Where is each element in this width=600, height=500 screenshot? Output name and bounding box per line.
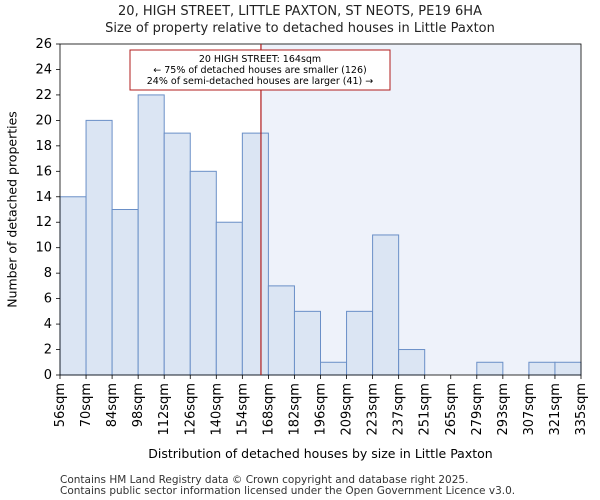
histogram-bar (59, 196, 87, 376)
annotation-line3: 24% of semi-detached houses are larger (… (147, 76, 374, 87)
chart-title: 20, HIGH STREET, LITTLE PAXTON, ST NEOTS… (118, 4, 482, 19)
y-tick-label: 10 (35, 241, 52, 256)
y-tick-label: 18 (35, 139, 52, 154)
histogram-bar (241, 132, 269, 376)
histogram-bar (346, 310, 374, 376)
histogram-bar (137, 94, 165, 376)
y-tick-label: 6 (44, 292, 52, 307)
y-tick-label: 22 (35, 88, 52, 103)
y-tick-label: 24 (35, 62, 52, 77)
x-tick-label: 307sqm (522, 383, 537, 436)
histogram-bar (267, 285, 295, 376)
y-tick-label: 12 (35, 215, 52, 230)
x-tick-label: 84sqm (105, 383, 120, 427)
y-tick-label: 16 (35, 164, 52, 179)
x-tick-label: 182sqm (287, 383, 302, 436)
histogram-bar (528, 361, 556, 376)
histogram-bar (163, 132, 191, 376)
histogram-bar (111, 209, 139, 376)
histogram-bar (398, 349, 426, 376)
x-tick-label: 223sqm (366, 383, 381, 436)
x-tick-label: 237sqm (392, 383, 407, 436)
x-tick-label: 98sqm (131, 383, 146, 427)
histogram-bar (372, 234, 400, 376)
chart-subtitle: Size of property relative to detached ho… (105, 21, 495, 36)
y-tick-label: 20 (35, 113, 52, 128)
histogram-bar (85, 119, 113, 376)
histogram-bar (320, 361, 348, 376)
histogram-bar (476, 361, 504, 376)
y-tick-label: 26 (35, 37, 52, 52)
x-tick-label: 196sqm (314, 383, 329, 436)
footer-licence: Contains public sector information licen… (60, 485, 516, 497)
x-tick-label: 140sqm (209, 383, 224, 436)
y-tick-label: 8 (44, 266, 52, 281)
annotation-line2: ← 75% of detached houses are smaller (12… (153, 65, 366, 76)
x-tick-label: 112sqm (157, 383, 172, 436)
x-tick-label: 251sqm (418, 383, 433, 436)
y-tick-label: 2 (44, 343, 52, 358)
x-tick-label: 209sqm (340, 383, 355, 436)
x-tick-label: 154sqm (235, 383, 250, 436)
y-tick-label: 14 (35, 190, 52, 205)
annotation-line1: 20 HIGH STREET: 164sqm (199, 54, 321, 65)
x-tick-label: 168sqm (261, 383, 276, 436)
histogram-bar (554, 361, 582, 376)
y-tick-label: 0 (44, 368, 52, 383)
x-tick-label: 335sqm (574, 383, 589, 436)
x-tick-label: 126sqm (183, 383, 198, 436)
x-tick-label: 279sqm (470, 383, 485, 436)
histogram-bar (293, 310, 322, 376)
x-axis-label: Distribution of detached houses by size … (148, 446, 492, 461)
histogram-bar (215, 221, 243, 376)
x-tick-label: 70sqm (79, 383, 94, 427)
y-tick-label: 4 (44, 317, 52, 332)
x-tick-label: 265sqm (444, 383, 459, 436)
x-tick-label: 321sqm (548, 383, 563, 436)
y-axis-label: Number of detached properties (4, 111, 19, 308)
footer-copyright: Contains HM Land Registry data © Crown c… (60, 474, 469, 486)
annotation-box (129, 49, 391, 91)
x-tick-label: 293sqm (496, 383, 511, 436)
x-tick-label: 56sqm (53, 383, 68, 427)
histogram-bar (189, 170, 217, 376)
